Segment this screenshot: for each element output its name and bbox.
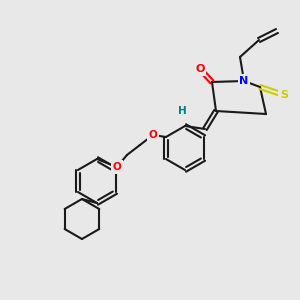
Text: H: H <box>178 106 186 116</box>
Text: O: O <box>195 64 205 74</box>
Text: O: O <box>112 162 121 172</box>
Text: S: S <box>280 90 288 100</box>
Text: O: O <box>148 130 157 140</box>
Text: N: N <box>239 76 249 86</box>
